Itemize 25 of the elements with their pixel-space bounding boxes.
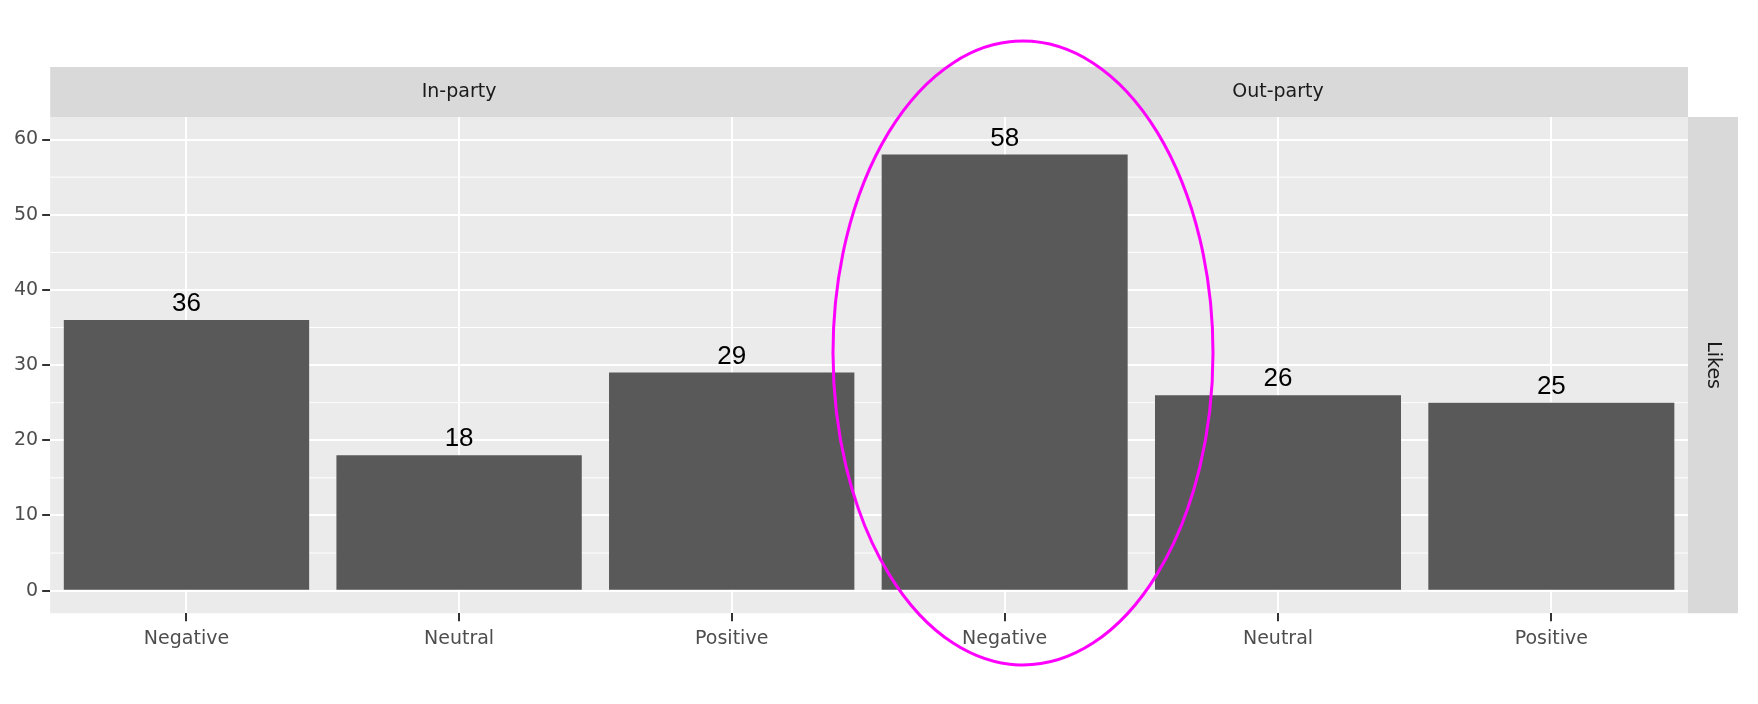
y-tick-label: 40: [13, 276, 39, 299]
bar: [336, 455, 582, 590]
chart-title: Out-party: [1232, 78, 1324, 101]
x-tick-label: Negative: [143, 625, 230, 648]
text: Likes: [1704, 341, 1727, 389]
x-tick-label: Positive: [1514, 625, 1588, 648]
data-label: 29: [717, 339, 747, 370]
x-tick-label: Neutral: [1242, 625, 1314, 648]
data-label: 18: [444, 422, 474, 453]
x-tick-label: Negative: [962, 625, 1048, 648]
y-tick-label: 10: [13, 502, 39, 525]
data-label: 26: [1263, 362, 1293, 393]
data-label: 25: [1536, 369, 1566, 400]
data-label: 36: [172, 287, 201, 318]
chart-title: In-party: [421, 78, 497, 101]
x-tick-label: Neutral: [424, 625, 495, 648]
data-label: 58: [990, 121, 1020, 152]
y-tick-label: 20: [13, 427, 39, 450]
y-tick-label: 50: [13, 201, 39, 224]
x-tick-label: Positive: [695, 625, 769, 648]
y-tick-label: 30: [13, 352, 39, 375]
y-tick-label: 0: [26, 577, 39, 600]
bar: [609, 372, 855, 590]
bar: [63, 319, 310, 590]
y-tick-label: 60: [13, 126, 39, 149]
